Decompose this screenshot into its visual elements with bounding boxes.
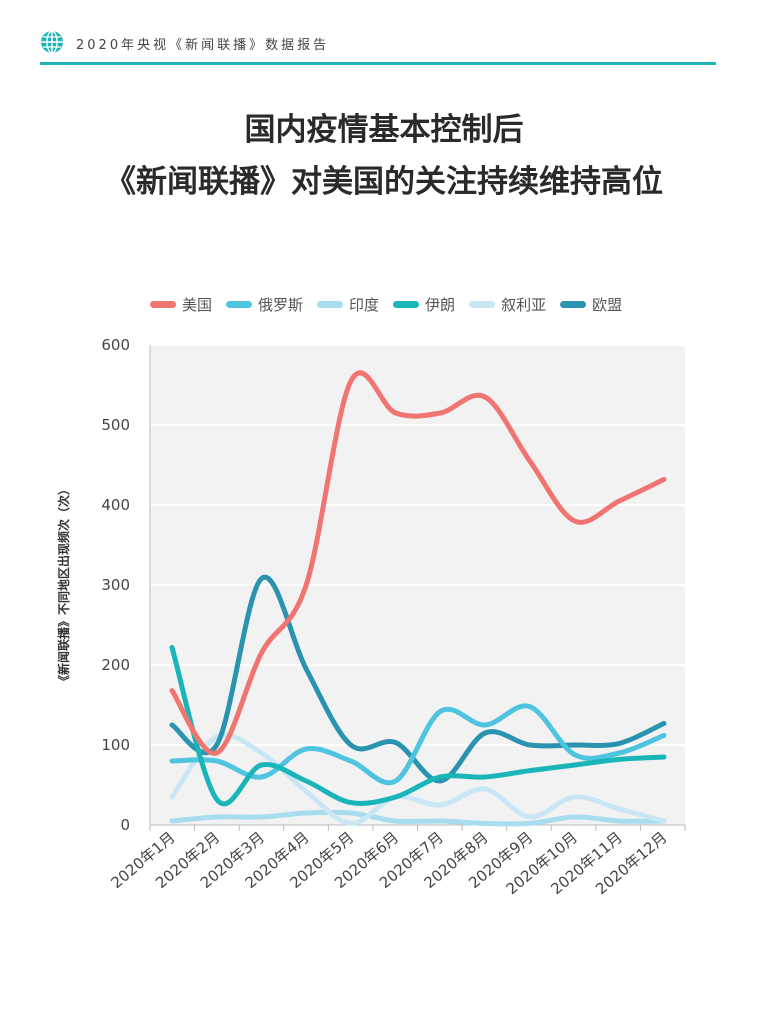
y-tick-label: 600 [101, 336, 130, 354]
globe-icon [41, 30, 63, 54]
legend-label: 印度 [349, 295, 380, 314]
report-label: 2020年央视《新闻联播》数据报告 [76, 38, 330, 53]
report-header: 2020年央视《新闻联播》数据报告 [40, 28, 716, 64]
legend-item: 俄罗斯 [226, 294, 303, 315]
chart-title: 国内疫情基本控制后 《新闻联播》对美国的关注持续维持高位 [0, 104, 768, 208]
legend-swatch [393, 300, 420, 308]
legend-item: 欧盟 [560, 294, 622, 315]
legend-label: 欧盟 [592, 295, 623, 314]
legend-item: 伊朗 [393, 294, 455, 315]
line-chart: 01002003004005006002020年1月2020年2月2020年3月… [56, 336, 686, 898]
legend-swatch [560, 300, 587, 308]
legend-item: 印度 [317, 294, 379, 315]
series-line-0 [169, 370, 667, 756]
series-line-2 [169, 809, 667, 827]
header-divider [40, 62, 716, 65]
legend-label: 美国 [182, 295, 213, 314]
legend-item: 叙利亚 [469, 294, 546, 315]
series-line-4 [169, 732, 667, 826]
y-tick-label: 400 [101, 496, 130, 514]
legend-swatch [150, 300, 176, 308]
y-axis-label: 《新闻联播》不同地区出现频次（次） [56, 483, 71, 687]
y-tick-label: 500 [101, 416, 130, 434]
title-line-2: 《新闻联播》对美国的关注持续维持高位 [105, 164, 663, 200]
legend-label: 俄罗斯 [258, 295, 304, 314]
y-tick-label: 100 [101, 736, 130, 754]
series-line-3 [169, 644, 667, 807]
title-line-1: 国内疫情基本控制后 [244, 112, 524, 148]
y-tick-label: 300 [101, 576, 130, 594]
legend-swatch [469, 300, 496, 308]
legend-swatch [226, 300, 253, 308]
y-tick-label: 0 [120, 816, 130, 834]
y-tick-label: 200 [101, 656, 130, 674]
legend-label: 伊朗 [425, 295, 456, 314]
legend-swatch [317, 300, 344, 308]
legend-item: 美国 [150, 294, 212, 315]
series-line-1 [169, 703, 667, 786]
series-line-5 [169, 574, 667, 784]
chart-legend: 美国 俄罗斯 印度 伊朗 叙利亚 欧盟 [150, 290, 710, 318]
legend-label: 叙利亚 [501, 295, 547, 314]
